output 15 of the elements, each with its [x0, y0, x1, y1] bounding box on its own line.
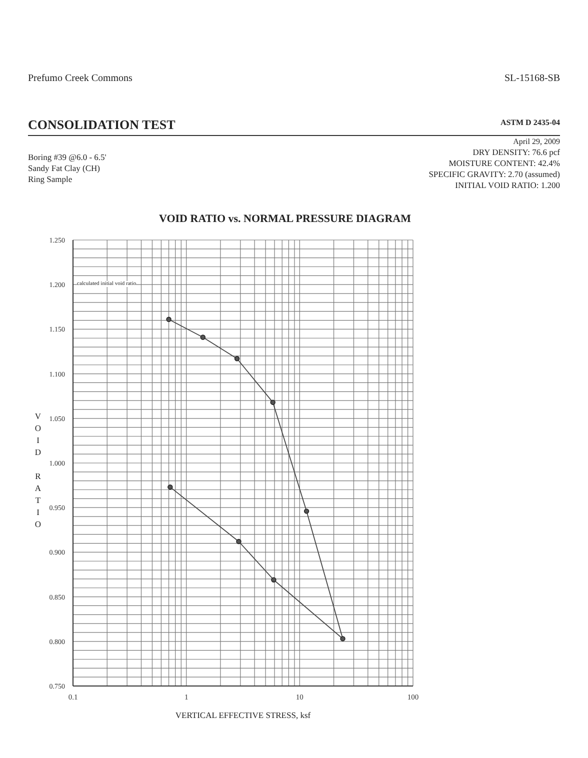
text: Prefumo Creek Commons [28, 73, 132, 84]
text: SPECIFIC GRAVITY: 2.70 (assumed) [428, 169, 560, 180]
text: CONSOLIDATION TEST [28, 117, 176, 132]
x-axis-title: VERTICAL EFFECTIVE STRESS, ksf [174, 710, 312, 720]
text: ASTM D 2435-04 [500, 118, 560, 128]
text: Boring #39 @6.0 - 6.5' [28, 152, 106, 162]
text: MOISTURE CONTENT: 42.4% [448, 158, 560, 168]
text: SL-15168-SB [504, 73, 560, 84]
text: Sandy Fat Clay (CH) [28, 163, 100, 174]
text: April 29, 2009 [513, 137, 560, 147]
text: INITIAL VOID RATIO: 1.200 [455, 180, 560, 190]
text: DRY DENSITY: 76.6 pcf [472, 147, 560, 158]
text: Ring Sample [28, 174, 72, 184]
chart-title: VOID RATIO vs. NORMAL PRESSURE DIAGRAM [158, 213, 412, 225]
text: VOID RATIO [34, 411, 42, 529]
